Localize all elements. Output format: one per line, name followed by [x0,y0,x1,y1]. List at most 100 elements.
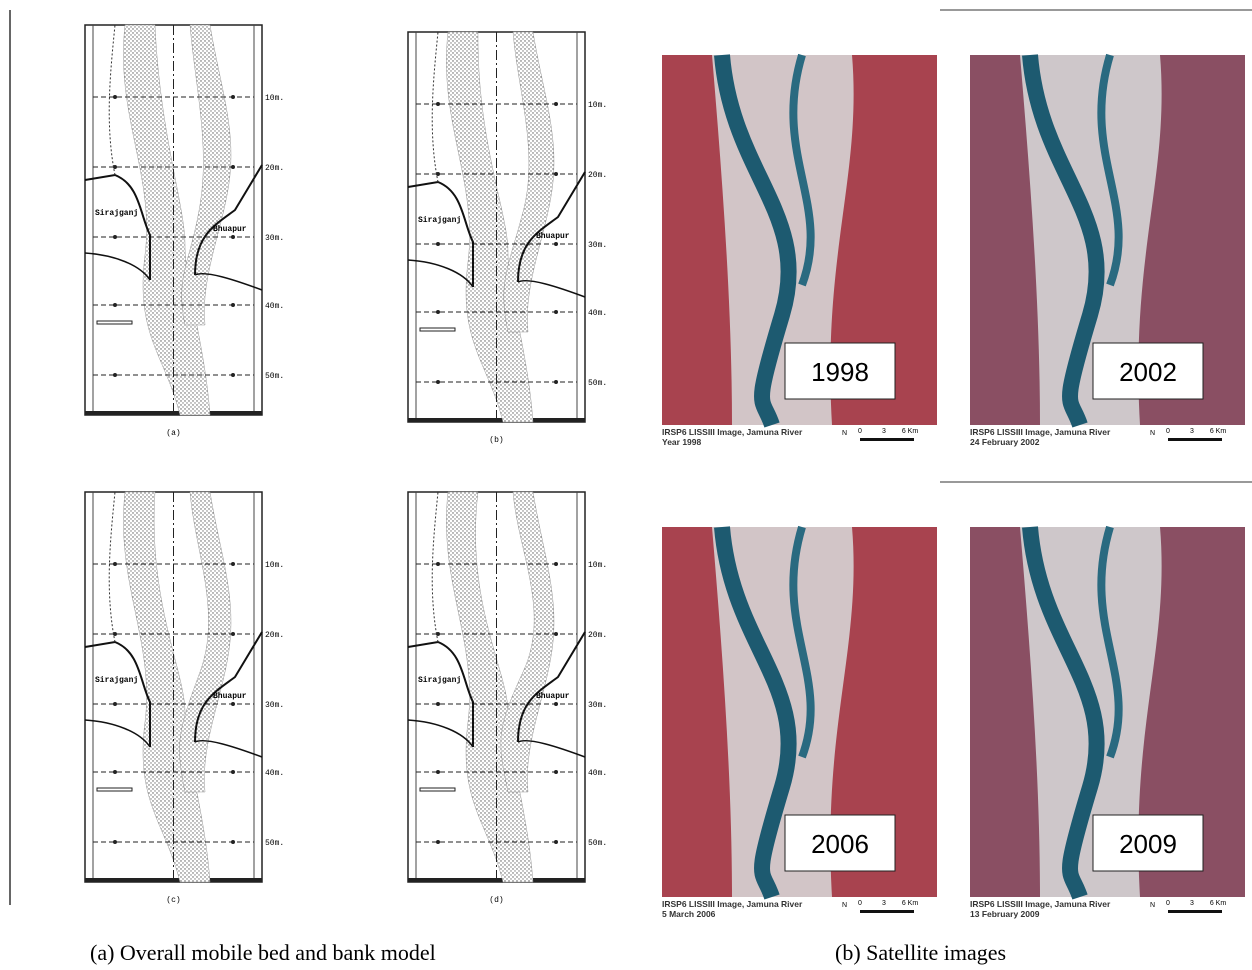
station-dot [231,373,235,377]
station-dot [113,562,117,566]
image-date: 13 February 2009 [970,909,1040,919]
north-label: N [1150,902,1155,909]
scale-label: 6 Km [1210,428,1227,435]
station-label: 50m. [588,839,607,848]
town-label: Bhuapur [536,692,570,701]
station-label: 20m. [588,631,607,640]
station-dot [436,840,440,844]
station-dot [231,632,235,636]
station-dot [436,310,440,314]
station-dot [113,770,117,774]
image-source: IRSP6 LISSIII Image, Jamuna River [662,427,803,437]
image-date: 24 February 2002 [970,437,1040,447]
station-dot [436,102,440,106]
station-dot [554,562,558,566]
scale-label: 0 [858,428,862,435]
station-dot [231,303,235,307]
year-label: 2006 [811,829,869,859]
scale-bar [1168,910,1222,913]
panel-label: (d) [489,896,503,905]
station-label: 40m. [588,769,607,778]
town-label: Sirajganj [95,209,138,218]
station-dot [231,770,235,774]
panel-label: (c) [166,896,180,905]
station-dot [113,702,117,706]
scale-label: 0 [1166,428,1170,435]
town-label: Bhuapur [536,232,570,241]
town-label: Sirajganj [95,676,138,685]
station-dot [554,242,558,246]
town-label: Bhuapur [213,692,247,701]
year-label: 2009 [1119,829,1177,859]
station-label: 20m. [265,164,284,173]
town-label: Bhuapur [213,225,247,234]
figure: (a) Overall mobile bed and bank model (b… [0,0,1252,970]
station-label: 20m. [588,171,607,180]
station-dot [231,562,235,566]
station-dot [231,235,235,239]
station-label: 10m. [588,101,607,110]
scale-bar [860,910,914,913]
caption: (a) Overall mobile bed and bank model [90,940,436,965]
station-dot [113,235,117,239]
station-label: 40m. [588,309,607,318]
station-label: 20m. [265,631,284,640]
station-dot [554,632,558,636]
image-source: IRSP6 LISSIII Image, Jamuna River [970,427,1111,437]
north-label: N [842,430,847,437]
caption: (b) Satellite images [835,940,1006,965]
station-dot [231,165,235,169]
station-dot [113,303,117,307]
north-label: N [1150,430,1155,437]
station-dot [436,380,440,384]
scale-bar [860,438,914,441]
station-label: 10m. [588,561,607,570]
station-label: 30m. [265,701,284,710]
year-label: 2002 [1119,357,1177,387]
page: (a) Overall mobile bed and bank model (b… [0,0,1252,970]
station-label: 10m. [265,94,284,103]
station-label: 30m. [588,241,607,250]
station-label: 30m. [265,234,284,243]
scale-label: 0 [858,900,862,907]
station-label: 30m. [588,701,607,710]
image-source: IRSP6 LISSIII Image, Jamuna River [970,899,1111,909]
station-label: 40m. [265,302,284,311]
station-dot [554,102,558,106]
station-label: 50m. [588,379,607,388]
station-label: 50m. [265,372,284,381]
scale-label: 6 Km [902,900,919,907]
station-dot [113,95,117,99]
station-dot [554,770,558,774]
image-date: Year 1998 [662,437,702,447]
station-dot [231,702,235,706]
station-dot [554,380,558,384]
scale-label: 3 [1190,900,1194,907]
image-source: IRSP6 LISSIII Image, Jamuna River [662,899,803,909]
panel-label: (a) [166,429,180,438]
scale-label: 3 [882,428,886,435]
station-dot [554,172,558,176]
panel-label: (b) [489,436,503,445]
station-dot [113,840,117,844]
station-dot [231,95,235,99]
scale-label: 3 [882,900,886,907]
station-label: 10m. [265,561,284,570]
scale-label: 6 Km [902,428,919,435]
town-label: Sirajganj [418,216,461,225]
year-label: 1998 [811,357,869,387]
station-dot [554,310,558,314]
station-label: 40m. [265,769,284,778]
town-label: Sirajganj [418,676,461,685]
station-dot [554,840,558,844]
station-dot [554,702,558,706]
station-dot [436,770,440,774]
station-dot [113,373,117,377]
scale-bar [1168,438,1222,441]
scale-label: 0 [1166,900,1170,907]
station-dot [231,840,235,844]
scale-label: 3 [1190,428,1194,435]
image-date: 5 March 2006 [662,909,716,919]
station-label: 50m. [265,839,284,848]
scale-label: 6 Km [1210,900,1227,907]
